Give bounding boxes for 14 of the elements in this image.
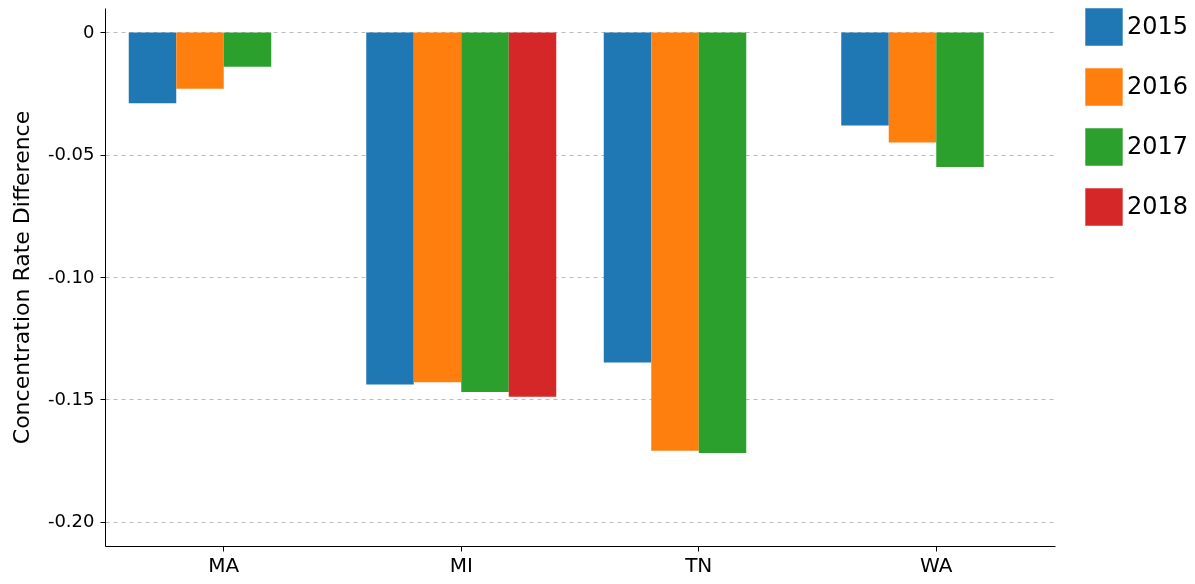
legend-label: 2018 [1127, 192, 1189, 220]
legend-label: 2016 [1127, 72, 1189, 100]
y-axis-title: Concentration Rate Difference [8, 110, 34, 445]
y-tick-label: -0.15 [47, 387, 95, 409]
legend-label: 2015 [1127, 12, 1189, 40]
y-tick-label: 0 [83, 20, 95, 42]
x-tick-label: MI [449, 552, 473, 577]
x-tick-label: MA [208, 552, 240, 577]
x-tick-label: TN [684, 552, 713, 577]
y-tick-label: -0.10 [47, 265, 95, 287]
y-tick-label: -0.20 [47, 510, 95, 532]
y-tick-label: -0.05 [47, 143, 95, 165]
legend-label: 2017 [1127, 132, 1189, 160]
x-tick-label: WA [920, 552, 953, 577]
